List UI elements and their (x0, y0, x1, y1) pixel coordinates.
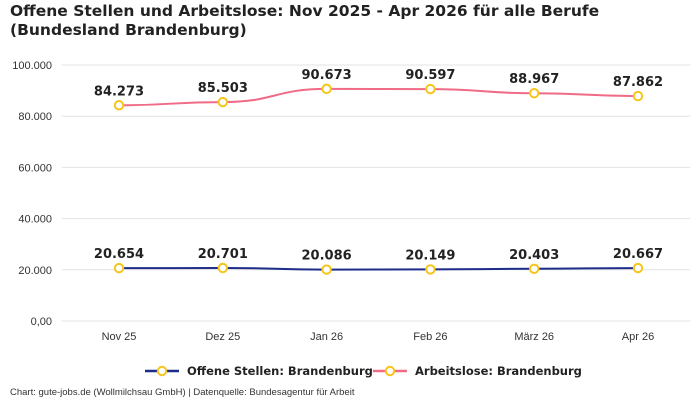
chart-footer: Chart: gute-jobs.de (Wollmilchsau GmbH) … (10, 387, 355, 398)
legend-label-1: Arbeitslose: Brandenburg (415, 364, 582, 378)
chart-title: Offene Stellen und Arbeitslose: Nov 2025… (10, 2, 600, 39)
data-point (632, 90, 644, 102)
data-point (217, 96, 229, 108)
data-label: 87.862 (613, 75, 663, 90)
data-point (425, 83, 436, 95)
data-label: 20.086 (302, 249, 352, 264)
data-label: 90.673 (302, 68, 352, 83)
data-point (529, 263, 540, 274)
data-label: 90.597 (405, 68, 455, 83)
series-line-1 (118, 87, 639, 107)
data-point (217, 262, 229, 274)
x-tick-label: Apr 26 (622, 331, 654, 343)
x-tick-label: Jan 26 (310, 331, 343, 343)
x-tick-label: März 26 (514, 331, 554, 343)
data-point (113, 262, 125, 274)
y-tick-label: 0,00 (31, 316, 52, 328)
data-label: 85.503 (198, 81, 248, 96)
y-tick-label: 100.000 (12, 60, 52, 72)
legend-marker-0 (156, 365, 168, 377)
x-tick-label: Feb 26 (413, 331, 447, 343)
data-label: 20.149 (405, 248, 455, 263)
y-tick-label: 40.000 (18, 214, 52, 226)
data-label: 84.273 (94, 84, 144, 99)
x-tick-label: Nov 25 (102, 331, 137, 343)
data-point (425, 264, 436, 275)
y-tick-label: 60.000 (18, 162, 52, 174)
data-point (321, 83, 332, 95)
data-point (321, 264, 332, 275)
x-tick-label: Dez 25 (205, 331, 240, 343)
data-point (113, 100, 125, 111)
y-tick-label: 20.000 (18, 265, 52, 277)
y-tick-label: 80.000 (18, 111, 52, 123)
series-line-0 (118, 267, 639, 271)
data-label: 20.654 (94, 247, 144, 262)
data-point (529, 88, 540, 99)
legend-marker-1 (384, 365, 396, 377)
legend-label-0: Offene Stellen: Brandenburg (187, 364, 373, 378)
data-label: 20.667 (613, 247, 663, 262)
data-label: 88.967 (509, 72, 559, 87)
data-label: 20.403 (509, 248, 559, 263)
data-point (632, 262, 644, 274)
data-label: 20.701 (198, 247, 248, 262)
